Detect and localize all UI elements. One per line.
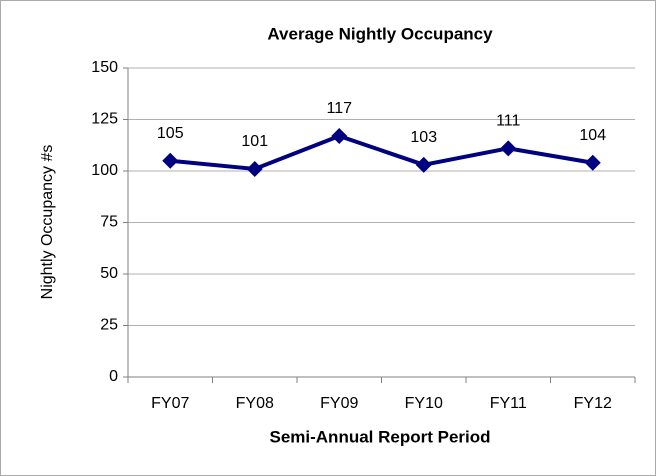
x-tick-label: FY08 (236, 395, 274, 412)
data-label: 111 (496, 113, 520, 130)
marker (415, 156, 432, 173)
y-tick-label: 75 (100, 214, 118, 231)
x-tick-label: FY09 (320, 395, 358, 412)
x-tick-label: FY07 (151, 395, 189, 412)
y-tick-label: 150 (91, 59, 118, 76)
x-tick-label: FY11 (490, 395, 527, 412)
data-label: 104 (579, 127, 606, 144)
marker (331, 127, 348, 144)
data-label: 117 (326, 100, 352, 117)
y-axis-title: Nightly Occupancy #s (39, 145, 56, 300)
data-label: 103 (410, 129, 437, 146)
line (170, 133, 594, 171)
chart-title: Average Nightly Occupancy (267, 24, 493, 43)
y-tick-label: 0 (109, 368, 118, 385)
y-tick-label: 25 (100, 317, 118, 334)
x-tick-label: FY10 (405, 395, 443, 412)
y-tick-label: 50 (100, 265, 118, 282)
y-tick-label: 100 (91, 162, 118, 179)
x-axis-title: Semi-Annual Report Period (269, 427, 490, 446)
marker (162, 152, 179, 169)
data-label: 101 (241, 133, 268, 150)
marker (584, 154, 601, 171)
x-tick-label: FY12 (574, 395, 612, 412)
data-label: 105 (157, 125, 184, 142)
marker (246, 160, 263, 177)
marker (500, 140, 517, 157)
y-tick-label: 125 (91, 111, 118, 128)
